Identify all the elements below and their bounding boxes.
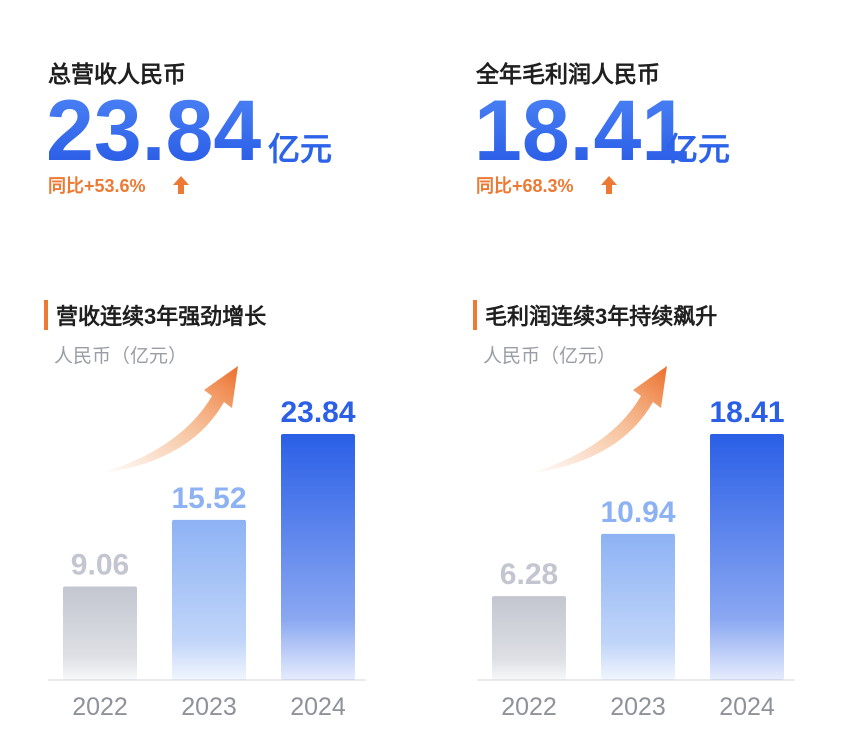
kpi-change: 同比+53.6%: [48, 176, 146, 196]
bar: [601, 533, 675, 680]
bar: [492, 596, 566, 680]
kpi-label: 全年毛利润人民币: [475, 61, 660, 87]
charts: 营收连续3年强劲增长人民币（亿元）9.06202215.52202323.842…: [44, 300, 795, 721]
y-axis-label: 人民币（亿元）: [54, 345, 187, 367]
chart-title: 毛利润连续3年持续飙升: [485, 304, 717, 329]
x-tick-label: 2023: [610, 693, 666, 721]
data-label: 6.28: [500, 558, 558, 591]
kpi-change: 同比+68.3%: [476, 176, 574, 196]
up-arrow: [601, 176, 617, 194]
kpi-value: 18.41: [474, 83, 689, 179]
growth-arrow: [527, 366, 667, 474]
x-tick-label: 2022: [501, 693, 557, 721]
kpi-value: 23.84: [46, 83, 261, 179]
y-axis-label: 人民币（亿元）: [483, 345, 616, 367]
data-label: 9.06: [71, 549, 129, 582]
x-tick-label: 2024: [719, 693, 775, 721]
data-label: 15.52: [171, 482, 246, 515]
data-label: 23.84: [280, 396, 355, 429]
bar: [172, 519, 246, 680]
up-arrow: [173, 176, 189, 194]
x-tick-label: 2023: [181, 693, 237, 721]
bar: [63, 586, 137, 680]
title-accent: [473, 300, 477, 330]
data-label: 10.94: [600, 496, 675, 529]
title-accent: [44, 300, 48, 330]
x-tick-label: 2022: [72, 693, 128, 721]
bar: [281, 434, 355, 680]
data-label: 18.41: [709, 396, 784, 429]
bar: [710, 434, 784, 680]
kpi-unit: 亿元: [666, 131, 730, 167]
chart-title: 营收连续3年强劲增长: [56, 304, 267, 329]
x-tick-label: 2024: [290, 693, 346, 721]
growth-arrow: [98, 366, 238, 474]
kpi-unit: 亿元: [268, 131, 332, 167]
kpi-label: 总营收人民币: [48, 61, 186, 87]
